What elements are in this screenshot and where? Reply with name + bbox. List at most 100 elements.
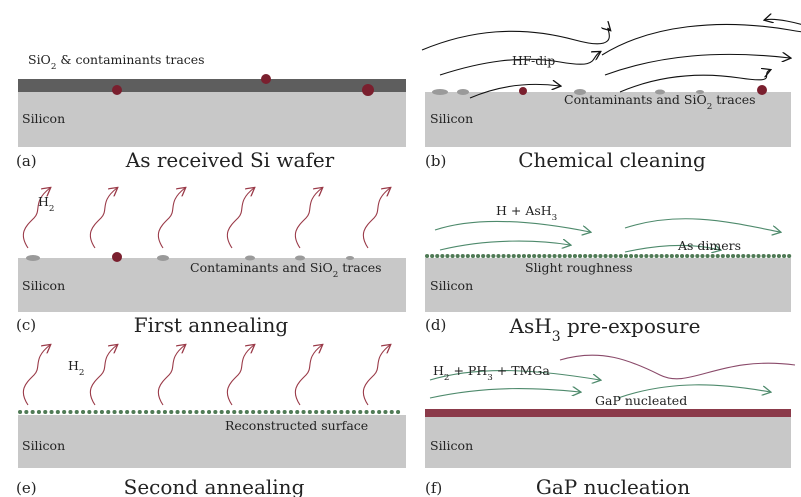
text-part: GaP nucleated xyxy=(595,393,687,408)
label: Slight roughness xyxy=(525,260,633,275)
text-part: As received Si wafer xyxy=(125,148,335,172)
panel-tag: (d) xyxy=(425,316,446,334)
label: H2 xyxy=(38,194,54,214)
label: SiO2 & contaminants traces xyxy=(28,52,205,72)
text-part: H xyxy=(38,194,49,209)
h2-arrows xyxy=(22,188,390,249)
silicon xyxy=(425,258,791,312)
text-part: H xyxy=(433,363,444,378)
oxide-layer xyxy=(18,79,406,92)
text-part: Silicon xyxy=(430,111,473,126)
contaminant xyxy=(112,252,122,262)
h2-arrow xyxy=(294,345,322,406)
text-part: AsH xyxy=(509,314,552,338)
h2-arrow xyxy=(89,188,117,249)
silicon xyxy=(18,258,406,312)
caption: Second annealing xyxy=(124,475,305,497)
label: As dimers xyxy=(677,238,741,253)
text-part: As dimers xyxy=(677,238,741,253)
text-part: Chemical cleaning xyxy=(518,148,706,172)
h2-arrow xyxy=(22,345,50,406)
gap-layer xyxy=(425,409,791,417)
text-part: Contaminants and SiO xyxy=(564,92,707,107)
caption: AsH3 pre-exposure xyxy=(509,314,701,345)
panel-tag: (f) xyxy=(425,479,442,497)
silicon xyxy=(425,416,791,468)
panel-tag: (a) xyxy=(16,152,37,170)
text-part: Contaminants and SiO xyxy=(190,260,333,275)
label: Silicon xyxy=(430,278,473,293)
text-part: + PH xyxy=(449,363,487,378)
text-part: H + AsH xyxy=(496,203,552,218)
label: Silicon xyxy=(22,278,65,293)
label: GaP nucleated xyxy=(595,393,687,408)
text-part: Silicon xyxy=(430,278,473,293)
text-part: pre-exposure xyxy=(561,314,701,338)
panel-tag: (e) xyxy=(16,479,37,497)
h2-arrow xyxy=(294,188,322,249)
text-part: H xyxy=(68,358,79,373)
text-part: traces xyxy=(338,260,381,275)
contaminants xyxy=(519,85,767,95)
subscript: 2 xyxy=(707,102,713,112)
text-part: traces xyxy=(712,92,755,107)
label: Silicon xyxy=(430,111,473,126)
caption: First annealing xyxy=(134,313,289,337)
silicon xyxy=(18,91,406,147)
label: Contaminants and SiO2 traces xyxy=(190,260,382,280)
caption: Chemical cleaning xyxy=(518,148,706,172)
label: H2 + PH3 + TMGa xyxy=(433,363,550,383)
label: H2 xyxy=(68,358,84,378)
subscript: 2 xyxy=(444,373,450,383)
subscript: 2 xyxy=(79,368,85,378)
label: Silicon xyxy=(22,438,65,453)
subscript: 2 xyxy=(51,62,57,72)
silicon xyxy=(425,92,791,147)
label: Contaminants and SiO2 traces xyxy=(564,92,756,112)
silicon xyxy=(18,415,406,468)
subscript: 3 xyxy=(552,329,561,345)
text-part: Second annealing xyxy=(124,475,305,497)
text-part: Silicon xyxy=(22,111,65,126)
label: HF-dip xyxy=(512,53,555,68)
h2-arrow xyxy=(22,188,50,249)
label: Reconstructed surface xyxy=(225,418,368,433)
contaminants xyxy=(112,74,374,96)
text-part: + TMGa xyxy=(493,363,551,378)
text-part: Silicon xyxy=(22,278,65,293)
h2-arrow xyxy=(89,345,117,406)
text-part: First annealing xyxy=(134,313,289,337)
h2-arrow xyxy=(157,188,185,249)
text-part: Slight roughness xyxy=(525,260,633,275)
traces xyxy=(26,255,354,261)
text-part: SiO xyxy=(28,52,51,67)
h2-arrow xyxy=(226,188,254,249)
h2-arrow xyxy=(226,345,254,406)
text-part: Reconstructed surface xyxy=(225,418,368,433)
h2-arrow xyxy=(362,345,390,406)
label: H + AsH3 xyxy=(496,203,557,223)
text-part: HF-dip xyxy=(512,53,555,68)
traces xyxy=(432,89,704,95)
subscript: 2 xyxy=(49,204,55,214)
caption: As received Si wafer xyxy=(125,148,335,172)
text-part: & contaminants traces xyxy=(56,52,204,67)
flow-arrows xyxy=(434,218,780,252)
text-part: Silicon xyxy=(22,438,65,453)
label: Silicon xyxy=(22,111,65,126)
subscript: 2 xyxy=(333,270,339,280)
h2-arrow xyxy=(157,345,185,406)
h2-arrows xyxy=(22,345,390,406)
text-part: Silicon xyxy=(430,438,473,453)
text-part: GaP nucleation xyxy=(536,475,690,497)
subscript: 3 xyxy=(552,213,558,223)
caption: GaP nucleation xyxy=(536,475,690,497)
flow-arrows xyxy=(421,19,801,99)
subscript: 3 xyxy=(487,373,493,383)
panel-tag: (b) xyxy=(425,152,446,170)
label: Silicon xyxy=(430,438,473,453)
panel-tag: (c) xyxy=(16,316,36,334)
h2-arrow xyxy=(362,188,390,249)
flow-arrows xyxy=(429,354,796,399)
